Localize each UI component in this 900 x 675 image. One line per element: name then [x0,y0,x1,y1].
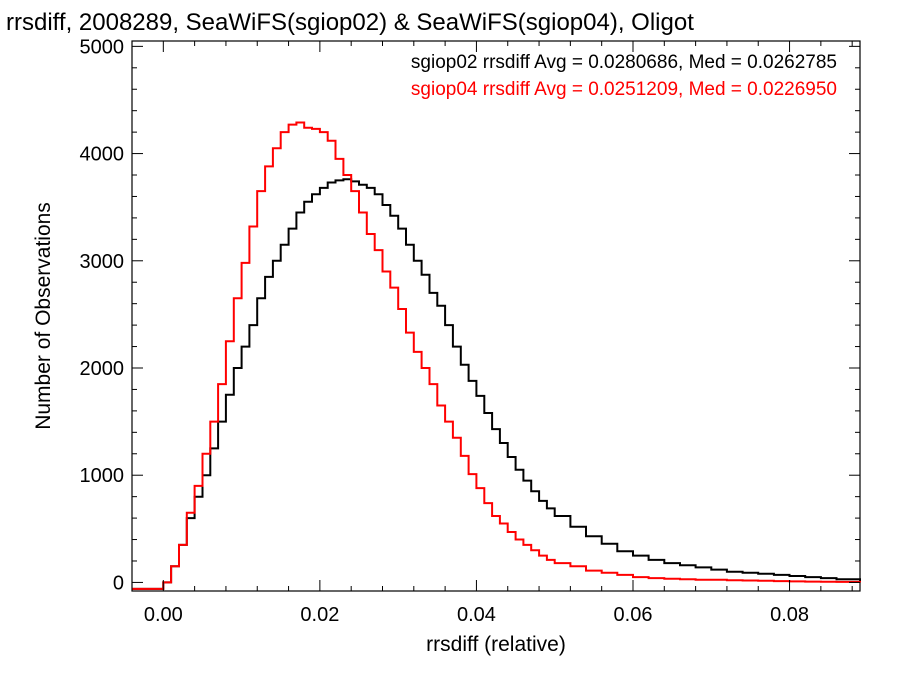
y-axis-title: Number of Observations [32,202,55,430]
x-axis-title: rrsdiff (relative) [426,633,566,656]
y-axis: 0 1000 2000 3000 4000 5000 [80,36,860,594]
sgiop04-histogram-line [132,121,861,590]
sgiop04-stats-label: sgiop04 rrsdiff Avg = 0.0251209, Med = 0… [411,79,837,100]
x-tick-label: 0.02 [300,604,339,626]
sgiop02-histogram-line [132,178,861,590]
x-tick-label: 0.06 [614,604,653,626]
y-tick-label: 2000 [80,358,125,380]
y-tick-label: 5000 [80,36,125,58]
series-layer [132,121,861,590]
plot-frame [131,40,861,592]
chart-title: rrsdiff, 2008289, SeaWiFS(sgiop02) & Sea… [6,9,694,36]
y-tick-label: 0 [113,572,124,594]
y-tick-label: 3000 [80,251,125,273]
x-axis: 0.00 0.02 0.04 0.06 0.08 [131,41,853,626]
x-tick-label: 0.00 [144,604,183,626]
sgiop02-stats-label: sgiop02 rrsdiff Avg = 0.0280686, Med = 0… [411,52,837,73]
y-tick-label: 4000 [80,144,125,166]
x-tick-label: 0.08 [770,604,809,626]
x-tick-label: 0.04 [457,604,496,626]
y-tick-label: 1000 [80,465,125,487]
